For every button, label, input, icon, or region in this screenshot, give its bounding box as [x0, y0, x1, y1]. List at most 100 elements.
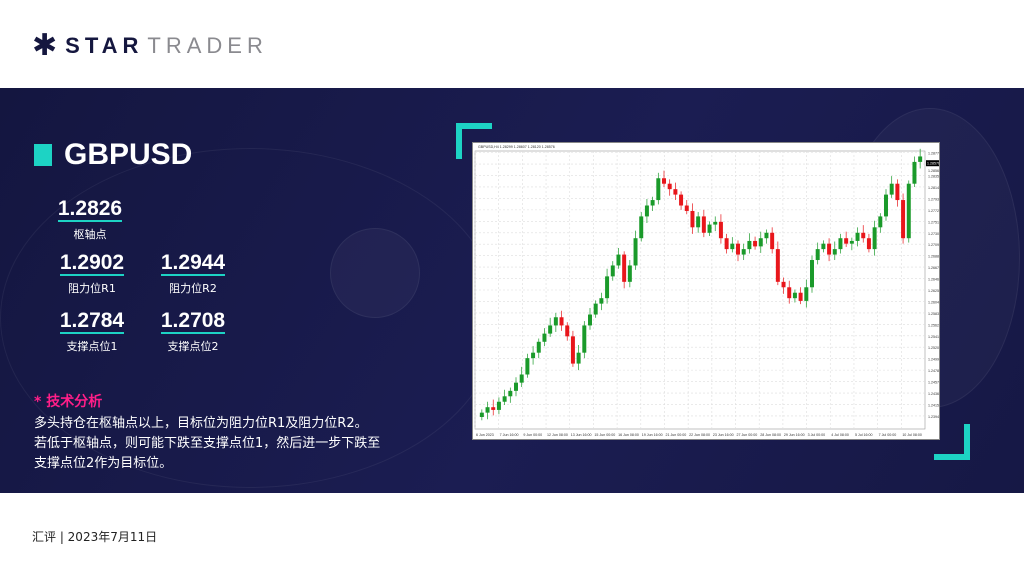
- background-circle: [330, 228, 420, 318]
- candle-body: [781, 281, 786, 288]
- candle-body: [570, 336, 575, 364]
- s2-level: 1.2708 支撑点位2: [160, 309, 226, 353]
- chart-svg: 1.28770 1.28560 1.28350 1.28140 1.27930 1.277…: [474, 145, 941, 437]
- candle-body: [718, 221, 723, 239]
- y-tick-label: 1.26460: [928, 278, 939, 282]
- candle-body: [588, 314, 592, 326]
- bracket-bottom-right-v: [964, 424, 970, 460]
- candle-body: [525, 358, 530, 375]
- y-tick-label: 1.26040: [928, 300, 939, 304]
- candle-body: [616, 254, 621, 266]
- candle-body: [559, 317, 564, 326]
- x-tick-label: 28 Jun 08:00: [760, 433, 781, 437]
- y-tick-label: 1.25410: [928, 335, 939, 339]
- x-tick-label: 27 Jun 00:00: [737, 433, 758, 437]
- candle-body: [889, 183, 894, 195]
- candle-body: [679, 194, 684, 206]
- x-tick-label: 23 Jun 16:00: [713, 433, 734, 437]
- y-tick-label: 1.28140: [928, 186, 939, 190]
- x-tick-label: 5 Jul 16:00: [855, 433, 873, 437]
- s1-level: 1.2784 支撑点位1: [59, 309, 125, 353]
- last-price-label: 1.28576: [927, 162, 939, 166]
- candle-body: [827, 243, 832, 255]
- bracket-top-left-v: [456, 123, 462, 159]
- candle-body: [639, 216, 644, 239]
- candle-body: [696, 216, 701, 228]
- y-tick-label: 1.26880: [928, 255, 939, 259]
- candle-body: [508, 390, 513, 397]
- y-tick-label: 1.24990: [928, 358, 939, 362]
- r2-level: 1.2944 阻力位R2: [160, 251, 226, 295]
- candle-body: [764, 232, 769, 239]
- candle-body: [901, 200, 906, 239]
- candle-body: [884, 194, 888, 217]
- y-tick-label: 1.26250: [928, 289, 939, 293]
- candle-body: [553, 317, 558, 326]
- candle-body: [690, 210, 695, 228]
- candle-body: [747, 240, 752, 250]
- candle-body: [548, 325, 553, 334]
- y-tick-label: 1.28350: [928, 175, 939, 179]
- candle-body: [844, 238, 849, 244]
- symbol-title: GBPUSD: [34, 138, 192, 172]
- candle-body: [918, 156, 923, 162]
- candle-body: [810, 260, 814, 288]
- candle-body: [542, 333, 547, 342]
- candle-body: [491, 407, 496, 410]
- candle-body: [662, 178, 666, 184]
- x-tick-label: 16 Jun 08:00: [618, 433, 639, 437]
- x-tick-label: 7 Jul 00:00: [879, 433, 897, 437]
- candle-body: [605, 276, 610, 299]
- candle-body: [724, 238, 729, 250]
- candle-body: [622, 254, 627, 282]
- candle-body: [792, 292, 797, 299]
- candle-body: [906, 183, 911, 239]
- candle-body: [912, 161, 917, 184]
- candle-body: [627, 265, 632, 282]
- y-tick-label: 1.27090: [928, 243, 939, 247]
- candle-body: [815, 249, 820, 261]
- candle-body: [878, 216, 883, 228]
- y-tick-label: 1.27300: [928, 232, 939, 236]
- y-tick-label: 1.27720: [928, 209, 939, 213]
- x-tick-label: 22 Jun 08:00: [689, 433, 710, 437]
- last-price-marker: [926, 160, 940, 167]
- candle-body: [531, 352, 536, 359]
- candle-body: [736, 243, 740, 255]
- candle-body: [775, 249, 780, 282]
- y-tick-label: 1.27510: [928, 220, 939, 224]
- footer-date: 汇评 | 2023年7月11日: [32, 530, 158, 544]
- candle-body: [787, 287, 792, 299]
- candle-body: [644, 205, 649, 217]
- candle-body: [565, 325, 570, 337]
- bracket-bottom-right: [934, 454, 970, 460]
- candle-body: [514, 382, 518, 391]
- candle-body: [866, 238, 871, 250]
- r1-level: 1.2902 阻力位R1: [59, 251, 125, 295]
- candle-body: [895, 183, 900, 201]
- x-tick-label: 10 Jul 08:00: [902, 433, 922, 437]
- candle-body: [633, 238, 638, 266]
- candle-body: [804, 287, 809, 301]
- x-tick-label: 3 Jul 00:00: [808, 433, 826, 437]
- candle-body: [849, 240, 854, 244]
- candle-body: [576, 352, 581, 364]
- y-tick-label: 1.24570: [928, 381, 939, 385]
- x-tick-label: 15 Jun 00:00: [594, 433, 615, 437]
- candle-body: [582, 325, 587, 353]
- x-tick-label: 7 Jun 16:00: [500, 433, 519, 437]
- candle-body: [730, 243, 735, 250]
- y-tick-label: 1.28560: [928, 169, 939, 173]
- candle-body: [741, 249, 746, 255]
- candle-body: [650, 200, 655, 206]
- y-tick-label: 1.24780: [928, 369, 939, 373]
- candle-body: [502, 396, 507, 402]
- candle-body: [684, 205, 689, 211]
- y-tick-label: 1.25200: [928, 346, 939, 350]
- chart-header: GBPUSD,H4 1.28299 1.28607 1.28120 1.2857…: [478, 145, 555, 149]
- x-tick-label: 13 Jun 16:00: [571, 433, 592, 437]
- y-tick-label: 1.26670: [928, 266, 939, 270]
- candle-body: [753, 240, 758, 247]
- x-tick-label: 19 Jun 16:00: [642, 433, 663, 437]
- candle-body: [496, 401, 501, 410]
